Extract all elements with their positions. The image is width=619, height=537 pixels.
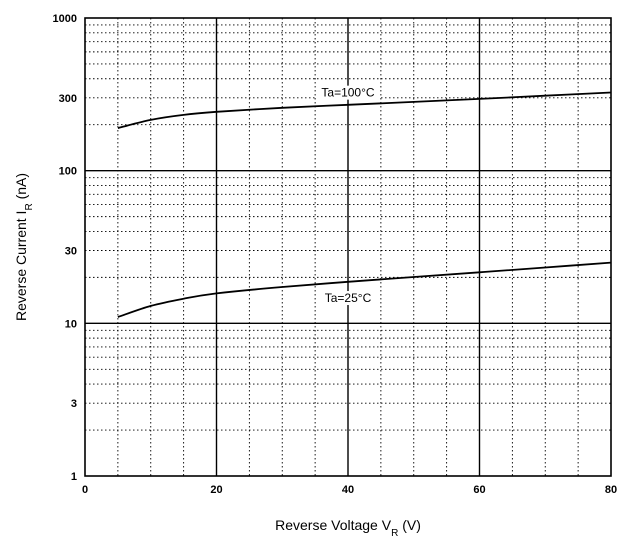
x-tick-label: 80 xyxy=(605,484,617,496)
x-tick-label: 0 xyxy=(82,484,88,496)
series-line-0 xyxy=(117,91,612,129)
y-tick-label: 1000 xyxy=(53,13,77,25)
series-line-1 xyxy=(117,261,612,318)
y-tick-label: 300 xyxy=(59,93,77,105)
annotation-label: Ta=25°C xyxy=(325,291,372,305)
x-axis-title-unit: (V) xyxy=(398,517,421,533)
y-axis-title-main: Reverse Current I xyxy=(13,211,29,321)
y-axis-title-unit: (nA) xyxy=(13,173,29,203)
x-tick-label: 20 xyxy=(210,484,222,496)
plot-frame xyxy=(84,17,612,477)
y-tick-label: 10 xyxy=(65,318,77,330)
x-axis-title-subscript: R xyxy=(391,528,398,537)
y-tick-label: 100 xyxy=(59,166,77,178)
y-tick-label: 3 xyxy=(71,398,77,410)
y-tick-label: 1 xyxy=(71,471,77,483)
tick-labels: 1 3 10 30 100 300 1000 0 20 40 60 80 xyxy=(53,13,618,496)
annotation-background xyxy=(316,85,380,100)
x-axis-title: Reverse Voltage VR (V) xyxy=(275,517,421,537)
x-tick-label: 40 xyxy=(342,484,354,496)
annotation-background xyxy=(316,291,380,306)
annotations: Ta=100°C Ta=25°C xyxy=(316,85,380,306)
x-tick-label: 60 xyxy=(473,484,485,496)
x-axis-title-main: Reverse Voltage V xyxy=(275,517,392,533)
series-group xyxy=(117,91,612,318)
y-axis-title: Reverse Current IR (nA) xyxy=(13,173,35,321)
y-tick-label: 30 xyxy=(65,245,77,257)
annotation-label: Ta=100°C xyxy=(321,86,375,100)
y-axis-title-subscript: R xyxy=(24,203,35,210)
